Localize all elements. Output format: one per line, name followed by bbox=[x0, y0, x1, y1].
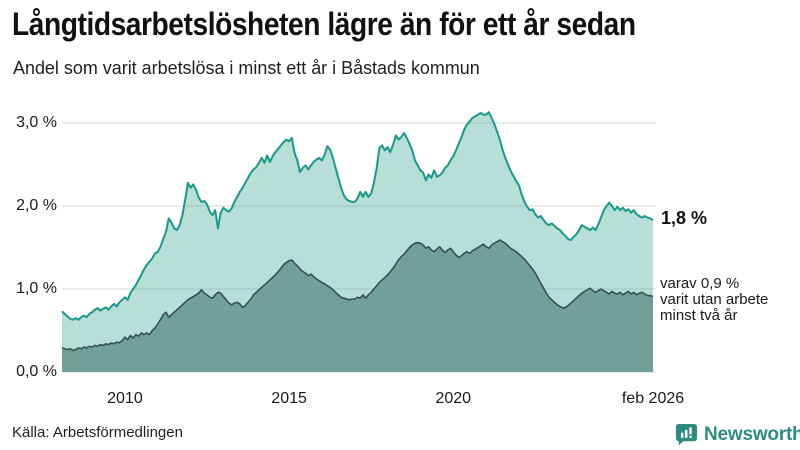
newsworthy-logo: Newsworthy bbox=[675, 423, 800, 446]
page-subtitle: Andel som varit arbetslösa i minst ett å… bbox=[13, 57, 480, 78]
newsworthy-wordmark: Newsworthy bbox=[704, 423, 800, 445]
y-axis-tick-label: 0,0 % bbox=[16, 363, 57, 380]
total-series-line bbox=[61, 111, 654, 321]
subset-series-line bbox=[61, 239, 654, 352]
subset-label-line2: varit utan arbete bbox=[660, 291, 769, 308]
subset-label-line3: minst två år bbox=[660, 307, 738, 324]
x-axis-tick-label: 2020 bbox=[435, 390, 472, 407]
x-axis-tick-label: 2015 bbox=[271, 390, 307, 407]
newsworthy-chart-bubble-icon bbox=[675, 423, 698, 446]
subset-series-end-label: varav 0,9 % varit utan arbete minst två … bbox=[660, 276, 768, 324]
y-axis-tick-label: 1,0 % bbox=[16, 280, 57, 297]
x-axis-tick-label: feb 2026 bbox=[621, 390, 685, 407]
subset-label-line1: varav 0,9 % bbox=[660, 275, 740, 292]
subset-series-area bbox=[62, 240, 653, 372]
y-axis-tick-label: 3,0 % bbox=[16, 114, 57, 131]
page-title: Långtidsarbetslösheten lägre än för ett … bbox=[12, 6, 636, 42]
total-series-end-label: 1,8 % bbox=[661, 208, 708, 228]
y-axis-tick-label: 2,0 % bbox=[16, 197, 57, 214]
x-axis-tick-label: 2010 bbox=[107, 390, 143, 407]
source-attribution: Källa: Arbetsförmedlingen bbox=[12, 424, 183, 441]
